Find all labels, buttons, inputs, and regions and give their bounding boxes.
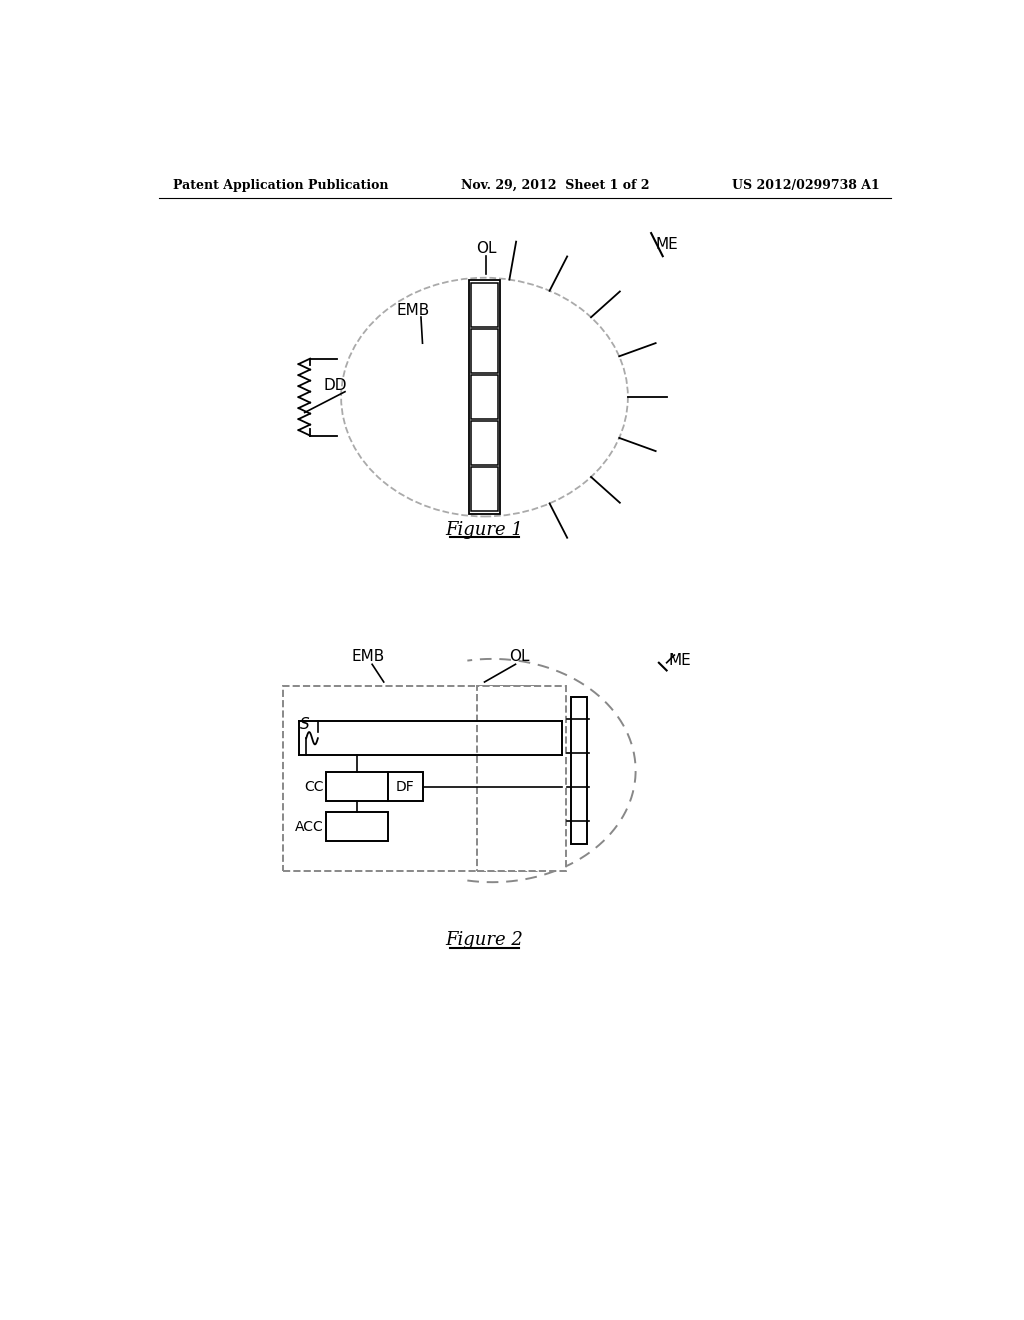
Text: DF: DF	[395, 780, 415, 793]
Bar	[471, 375, 498, 420]
Text: EMB: EMB	[351, 649, 385, 664]
Text: Patent Application Publication: Patent Application Publication	[173, 178, 388, 191]
Text: CC: CC	[304, 780, 324, 793]
Text: Figure 1: Figure 1	[445, 520, 523, 539]
Text: S: S	[300, 717, 309, 731]
Bar	[471, 421, 498, 465]
Text: Nov. 29, 2012  Sheet 1 of 2: Nov. 29, 2012 Sheet 1 of 2	[461, 178, 650, 191]
Ellipse shape	[341, 277, 628, 516]
Bar	[283, 686, 539, 871]
Bar	[571, 697, 587, 843]
Text: ACC: ACC	[295, 820, 324, 834]
Text: ME: ME	[669, 653, 691, 668]
Text: EMB: EMB	[396, 304, 430, 318]
Text: Figure 2: Figure 2	[445, 931, 523, 949]
Text: ME: ME	[655, 238, 678, 252]
Text: OL: OL	[509, 649, 529, 664]
Bar	[471, 329, 498, 374]
Bar	[388, 772, 423, 801]
Bar	[471, 467, 498, 511]
Text: US 2012/0299738 A1: US 2012/0299738 A1	[732, 178, 880, 191]
Bar	[326, 812, 388, 841]
Bar	[477, 686, 566, 871]
Text: OL: OL	[476, 242, 497, 256]
Bar	[469, 280, 500, 515]
Bar	[471, 284, 498, 327]
Text: DD: DD	[324, 378, 347, 393]
Bar	[326, 772, 388, 801]
